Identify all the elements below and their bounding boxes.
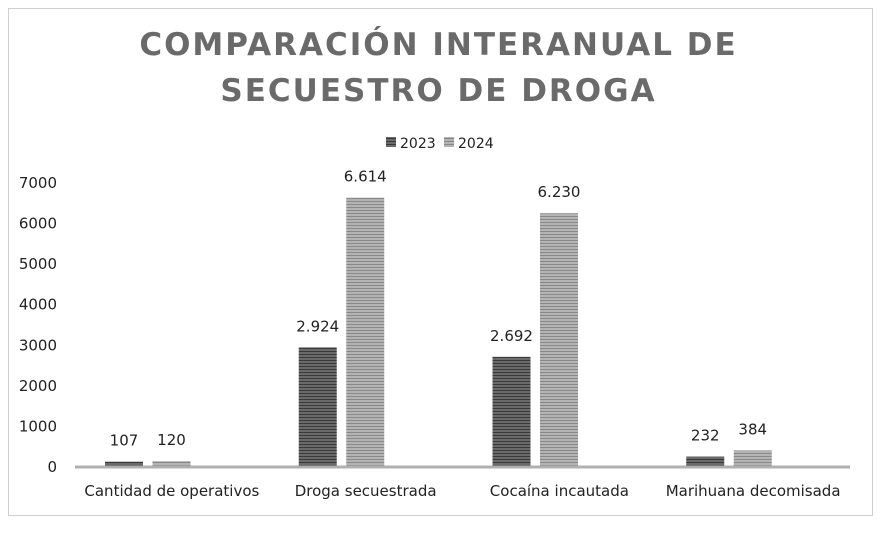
- data-label: 6.614: [344, 168, 387, 186]
- data-label: 107: [110, 432, 139, 450]
- data-label: 2.924: [296, 317, 339, 335]
- x-tick-label: Cantidad de operativos: [84, 482, 259, 500]
- y-tick-label: 5000: [19, 255, 57, 273]
- bar-2024: [540, 213, 578, 466]
- y-tick-label: 1000: [19, 417, 57, 435]
- x-tick-label: Cocaína incautada: [490, 482, 629, 500]
- data-label: 2.692: [490, 327, 533, 345]
- y-tick-label: 4000: [19, 296, 57, 314]
- bar-2023: [686, 456, 725, 466]
- x-tick-label: Marihuana decomisada: [666, 482, 841, 500]
- bar-2023: [298, 347, 337, 466]
- legend-swatch-2023: [386, 137, 396, 147]
- y-tick-label: 7000: [19, 174, 57, 192]
- chart-title-line-2: SECUESTRO DE DROGA: [220, 73, 657, 109]
- y-tick-label: 6000: [19, 215, 57, 233]
- x-tick-label: Droga secuestrada: [295, 482, 437, 500]
- data-label: 6.230: [538, 183, 581, 201]
- y-tick-label: 3000: [19, 336, 57, 354]
- chart-title-line-1: COMPARACIÓN INTERANUAL DE: [139, 27, 738, 63]
- bar-2024: [346, 197, 385, 466]
- data-label: 384: [738, 420, 767, 438]
- legend-label: 2023: [400, 136, 436, 152]
- y-tick-label: 0: [47, 458, 57, 476]
- chart-frame: [8, 8, 873, 516]
- bar-2024: [733, 450, 772, 466]
- bar-2024: [152, 461, 191, 466]
- bar-2023: [492, 356, 531, 466]
- y-tick-label: 2000: [19, 377, 57, 395]
- legend-label: 2024: [458, 136, 494, 152]
- data-label: 120: [157, 431, 186, 449]
- legend-swatch-2024: [444, 137, 454, 147]
- bar-2023: [105, 461, 143, 466]
- data-label: 232: [691, 427, 720, 445]
